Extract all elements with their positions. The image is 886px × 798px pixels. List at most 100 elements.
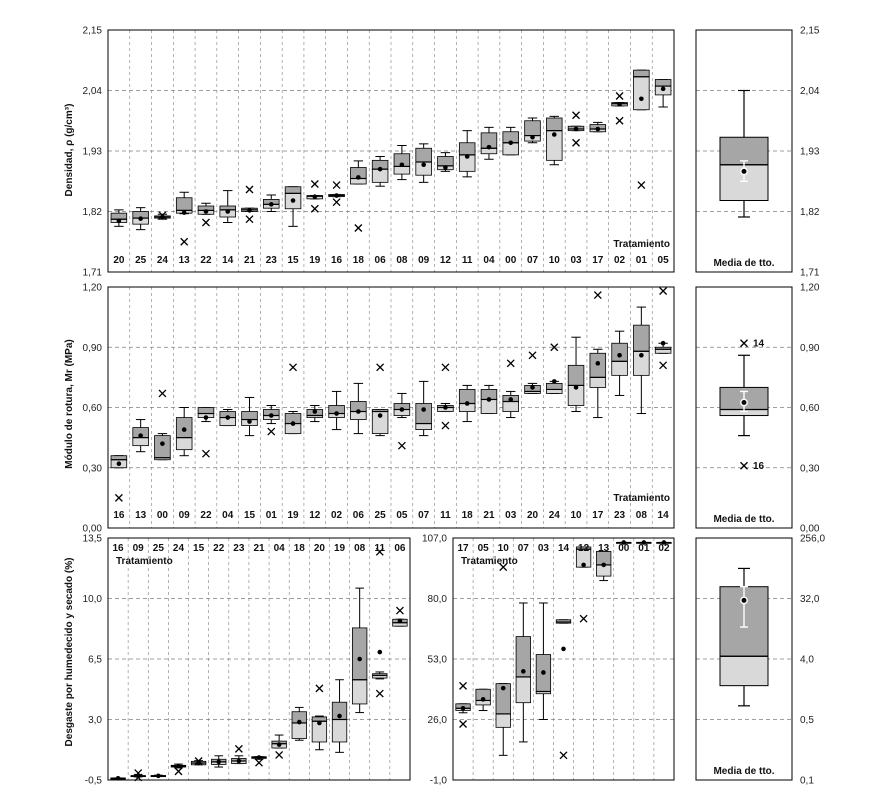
wear-left-category-label: 04 xyxy=(274,543,286,554)
density-category-label: 16 xyxy=(331,255,343,266)
mean-dot xyxy=(464,401,470,406)
rupture-category-label: 13 xyxy=(135,510,147,521)
mean-dot xyxy=(521,669,526,674)
density-category-title: Tratamiento xyxy=(613,239,670,250)
density-category-label: 04 xyxy=(483,255,495,266)
rupture-plot-area xyxy=(107,286,675,529)
box-upper xyxy=(197,407,215,414)
density-box-02 xyxy=(611,101,628,107)
wear-left-category-label: 22 xyxy=(213,543,225,554)
rupture-outlier-05 xyxy=(397,441,406,450)
box-upper xyxy=(110,212,128,220)
mean-dot xyxy=(247,208,252,213)
density-outlier-24 xyxy=(158,211,167,220)
wear-right-box-17 xyxy=(455,703,471,714)
mean-dot xyxy=(480,697,486,702)
mean-dot xyxy=(617,101,622,107)
wear-left-outlier-15 xyxy=(194,757,203,765)
density-category-label: 13 xyxy=(179,255,191,266)
rupture-ylabel: Módulo de rotura, Mr (MPa) xyxy=(64,339,75,468)
density-outlier-21 xyxy=(245,215,254,224)
wear-right-category-label: 17 xyxy=(457,543,469,554)
rupture-outlier-01 xyxy=(267,427,276,436)
wear-right-left-tick-label: 26,0 xyxy=(428,715,448,726)
wear-left-left-tick-label: 13,5 xyxy=(83,534,103,545)
wear-right-outlier-10 xyxy=(499,563,508,572)
rupture-outlier-11 xyxy=(441,363,450,372)
density-left-tick-label: 1,71 xyxy=(83,268,103,279)
mean-dot xyxy=(561,646,566,652)
rupture-left-tick-label: 1,20 xyxy=(83,283,103,294)
mean-dot xyxy=(334,193,339,198)
rupture-category-title: Tratamiento xyxy=(613,493,670,504)
wear-right-category-label: 00 xyxy=(618,543,630,554)
density-category-label: 01 xyxy=(636,255,648,266)
density-category-label: 25 xyxy=(135,255,147,266)
mean-dot xyxy=(377,649,383,655)
rupture-box-00 xyxy=(154,433,171,461)
density-summary-plot-area xyxy=(695,29,793,273)
box-upper xyxy=(546,382,563,390)
rupture-category-label: 22 xyxy=(200,510,212,521)
wear-left-category-label: 20 xyxy=(314,543,326,554)
wear-left-box-23 xyxy=(231,755,247,765)
rupture-outlier-22 xyxy=(202,449,210,458)
rupture-box-06 xyxy=(350,382,367,435)
box-upper xyxy=(654,79,672,87)
density-box-25 xyxy=(132,207,149,231)
density-category-label: 07 xyxy=(527,255,539,266)
mean-dot xyxy=(530,134,535,140)
box-lower xyxy=(515,676,531,704)
density-summary-right-tick-label: 1,93 xyxy=(800,147,820,158)
wear-right-box-02 xyxy=(656,540,672,545)
wear-right-category-label: 05 xyxy=(478,543,490,554)
density-plot-area xyxy=(107,29,675,273)
density-outlier-16 xyxy=(332,181,341,190)
mean-dot xyxy=(508,397,514,402)
rupture-outlier-00 xyxy=(158,389,167,398)
wear-right-box-03 xyxy=(535,602,552,720)
wear-summary-right-tick-label: 256,0 xyxy=(800,534,825,545)
rupture-summary-right-tick-label: 0,30 xyxy=(800,463,820,474)
wear-left-category-label: 25 xyxy=(153,543,165,554)
rupture-category-label: 20 xyxy=(527,510,539,521)
wear-right-left-tick-label: 80,0 xyxy=(428,594,448,605)
rupture-box-18 xyxy=(458,384,476,423)
wear-left-outlier-04 xyxy=(275,750,284,759)
density-summary-right-tick-label: 2,04 xyxy=(800,86,820,97)
wear-left-outlier-06 xyxy=(395,606,404,615)
mean-dot xyxy=(236,758,242,764)
wear-right-category-label: 10 xyxy=(498,543,510,554)
mean-dot xyxy=(639,96,644,102)
rupture-outlier-16 xyxy=(114,493,123,502)
rupture-outlier-17 xyxy=(593,291,602,299)
mean-dot xyxy=(551,379,557,384)
density-category-label: 17 xyxy=(592,255,604,266)
box-upper xyxy=(437,156,454,167)
density-outlier-13 xyxy=(180,237,189,246)
density-box-20 xyxy=(110,209,128,227)
density-category-label: 09 xyxy=(418,255,430,266)
mean-dot xyxy=(551,132,557,137)
density-box-21 xyxy=(241,207,258,213)
wear-summary-plot-area xyxy=(695,537,793,781)
density-outlier-22 xyxy=(202,218,210,227)
density-summary-right-tick-label: 2,15 xyxy=(800,26,820,37)
rupture-category-label: 04 xyxy=(222,510,234,521)
wear-left-category-label: 21 xyxy=(253,543,265,554)
mean-dot xyxy=(203,209,209,214)
density-box-16 xyxy=(328,193,345,198)
wear-ylabel: Desgaste por humedecido y secado (%) xyxy=(64,558,75,747)
density-box-08 xyxy=(393,145,411,181)
box-upper xyxy=(175,197,193,211)
mean-dot xyxy=(595,361,601,366)
mean-dot xyxy=(377,166,383,172)
wear-summary-right-tick-label: 0,1 xyxy=(800,776,814,787)
rupture-box-24 xyxy=(546,379,563,394)
rupture-summary-outlier-label: 16 xyxy=(753,461,765,472)
mean-dot xyxy=(443,165,448,170)
density-box-13 xyxy=(175,191,193,215)
density-outlier-16 xyxy=(332,198,341,207)
wear-left-outlier-23 xyxy=(234,744,243,753)
